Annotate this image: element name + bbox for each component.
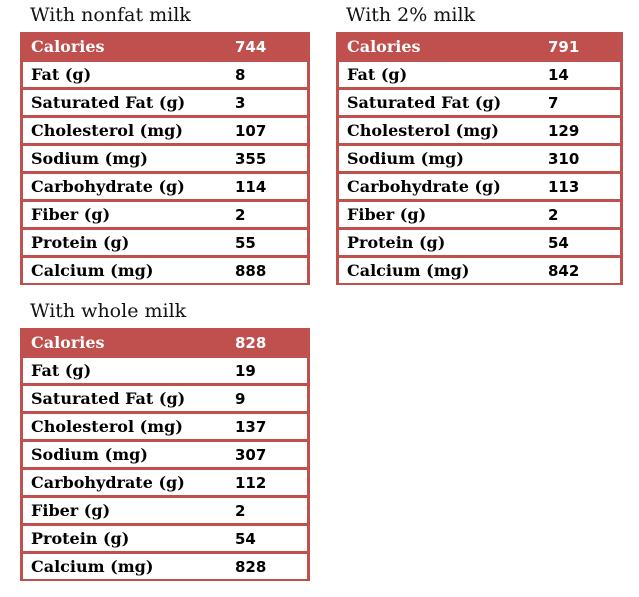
table-row: Fiber (g) 2 bbox=[23, 498, 307, 523]
nutrient-label: Fat (g) bbox=[347, 65, 408, 84]
nutrient-label: Sodium (mg) bbox=[31, 445, 148, 464]
table-row: Saturated Fat (g) 9 bbox=[23, 386, 307, 411]
table-row: Fiber (g) 2 bbox=[23, 202, 307, 227]
nutrient-value: 842 bbox=[548, 261, 580, 280]
nutrient-value: 828 bbox=[235, 557, 267, 576]
table-row: Saturated Fat (g) 3 bbox=[23, 90, 307, 115]
table-title: With 2% milk bbox=[346, 4, 476, 26]
nutrient-value: 129 bbox=[548, 121, 580, 140]
table-row: Protein (g) 54 bbox=[23, 526, 307, 551]
nutrient-label: Sodium (mg) bbox=[31, 149, 148, 168]
nutrition-block-nonfat-milk: With nonfat milk Calories 744 Fat (g) 8 … bbox=[20, 4, 310, 285]
nutrition-block-2pct-milk: With 2% milk Calories 791 Fat (g) 14 Sat… bbox=[336, 4, 623, 285]
nutrient-value: 2 bbox=[235, 501, 246, 520]
table-row: Fat (g) 19 bbox=[23, 358, 307, 383]
nutrient-value: 2 bbox=[235, 205, 246, 224]
table-row: Saturated Fat (g) 7 bbox=[339, 90, 620, 115]
nutrient-label: Sodium (mg) bbox=[347, 149, 464, 168]
nutrient-value: 114 bbox=[235, 177, 267, 196]
nutrient-value: 744 bbox=[235, 37, 267, 56]
nutrient-value: 113 bbox=[548, 177, 580, 196]
table-row: Carbohydrate (g) 113 bbox=[339, 174, 620, 199]
table-title: With whole milk bbox=[30, 300, 187, 322]
nutrient-value: 107 bbox=[235, 121, 267, 140]
nutrient-label: Cholesterol (mg) bbox=[347, 121, 499, 140]
nutrient-value: 54 bbox=[548, 233, 569, 252]
nutrient-value: 3 bbox=[235, 93, 246, 112]
nutrient-value: 7 bbox=[548, 93, 559, 112]
nutrition-table-whole-milk: Calories 828 Fat (g) 19 Saturated Fat (g… bbox=[20, 328, 310, 581]
nutrient-value: 19 bbox=[235, 361, 256, 380]
table-title: With nonfat milk bbox=[30, 4, 191, 26]
nutrient-label: Carbohydrate (g) bbox=[347, 177, 501, 196]
nutrient-value: 310 bbox=[548, 149, 580, 168]
table-row: Cholesterol (mg) 129 bbox=[339, 118, 620, 143]
nutrient-label: Protein (g) bbox=[347, 233, 446, 252]
table-row: Protein (g) 54 bbox=[339, 230, 620, 255]
nutrient-label: Fiber (g) bbox=[31, 205, 111, 224]
table-row: Sodium (mg) 355 bbox=[23, 146, 307, 171]
nutrient-label: Saturated Fat (g) bbox=[347, 93, 502, 112]
table-row: Carbohydrate (g) 112 bbox=[23, 470, 307, 495]
nutrient-label: Calcium (mg) bbox=[31, 261, 154, 280]
nutrient-label: Saturated Fat (g) bbox=[31, 389, 186, 408]
nutrient-value: 355 bbox=[235, 149, 267, 168]
table-row: Cholesterol (mg) 107 bbox=[23, 118, 307, 143]
table-row: Calcium (mg) 828 bbox=[23, 554, 307, 579]
nutrition-block-whole-milk: With whole milk Calories 828 Fat (g) 19 … bbox=[20, 300, 310, 581]
nutrient-label: Fat (g) bbox=[31, 65, 92, 84]
nutrient-value: 791 bbox=[548, 37, 580, 56]
nutrient-value: 888 bbox=[235, 261, 267, 280]
nutrient-value: 9 bbox=[235, 389, 246, 408]
nutrient-label: Protein (g) bbox=[31, 233, 130, 252]
nutrition-table-2pct-milk: Calories 791 Fat (g) 14 Saturated Fat (g… bbox=[336, 32, 623, 285]
nutrient-label: Calories bbox=[31, 333, 105, 352]
nutrient-value: 8 bbox=[235, 65, 246, 84]
table-header-row: Calories 828 bbox=[23, 330, 307, 355]
nutrient-label: Calcium (mg) bbox=[347, 261, 470, 280]
nutrient-label: Protein (g) bbox=[31, 529, 130, 548]
nutrient-value: 2 bbox=[548, 205, 559, 224]
table-row: Sodium (mg) 310 bbox=[339, 146, 620, 171]
table-row: Fiber (g) 2 bbox=[339, 202, 620, 227]
nutrient-label: Calories bbox=[31, 37, 105, 56]
nutrient-value: 307 bbox=[235, 445, 267, 464]
nutrient-label: Fiber (g) bbox=[347, 205, 427, 224]
nutrient-value: 112 bbox=[235, 473, 267, 492]
nutrition-table-nonfat-milk: Calories 744 Fat (g) 8 Saturated Fat (g)… bbox=[20, 32, 310, 285]
nutrient-value: 137 bbox=[235, 417, 267, 436]
nutrient-label: Cholesterol (mg) bbox=[31, 417, 183, 436]
table-header-row: Calories 791 bbox=[339, 34, 620, 59]
nutrient-value: 54 bbox=[235, 529, 256, 548]
table-row: Protein (g) 55 bbox=[23, 230, 307, 255]
nutrient-label: Calories bbox=[347, 37, 421, 56]
nutrient-value: 828 bbox=[235, 333, 267, 352]
table-header-row: Calories 744 bbox=[23, 34, 307, 59]
nutrient-label: Cholesterol (mg) bbox=[31, 121, 183, 140]
nutrient-label: Carbohydrate (g) bbox=[31, 177, 185, 196]
nutrient-label: Fiber (g) bbox=[31, 501, 111, 520]
nutrient-label: Carbohydrate (g) bbox=[31, 473, 185, 492]
table-row: Calcium (mg) 842 bbox=[339, 258, 620, 283]
nutrient-value: 55 bbox=[235, 233, 256, 252]
nutrient-value: 14 bbox=[548, 65, 569, 84]
nutrient-label: Saturated Fat (g) bbox=[31, 93, 186, 112]
nutrient-label: Fat (g) bbox=[31, 361, 92, 380]
table-row: Fat (g) 14 bbox=[339, 62, 620, 87]
table-row: Carbohydrate (g) 114 bbox=[23, 174, 307, 199]
table-row: Calcium (mg) 888 bbox=[23, 258, 307, 283]
table-row: Cholesterol (mg) 137 bbox=[23, 414, 307, 439]
nutrient-label: Calcium (mg) bbox=[31, 557, 154, 576]
table-row: Sodium (mg) 307 bbox=[23, 442, 307, 467]
table-row: Fat (g) 8 bbox=[23, 62, 307, 87]
